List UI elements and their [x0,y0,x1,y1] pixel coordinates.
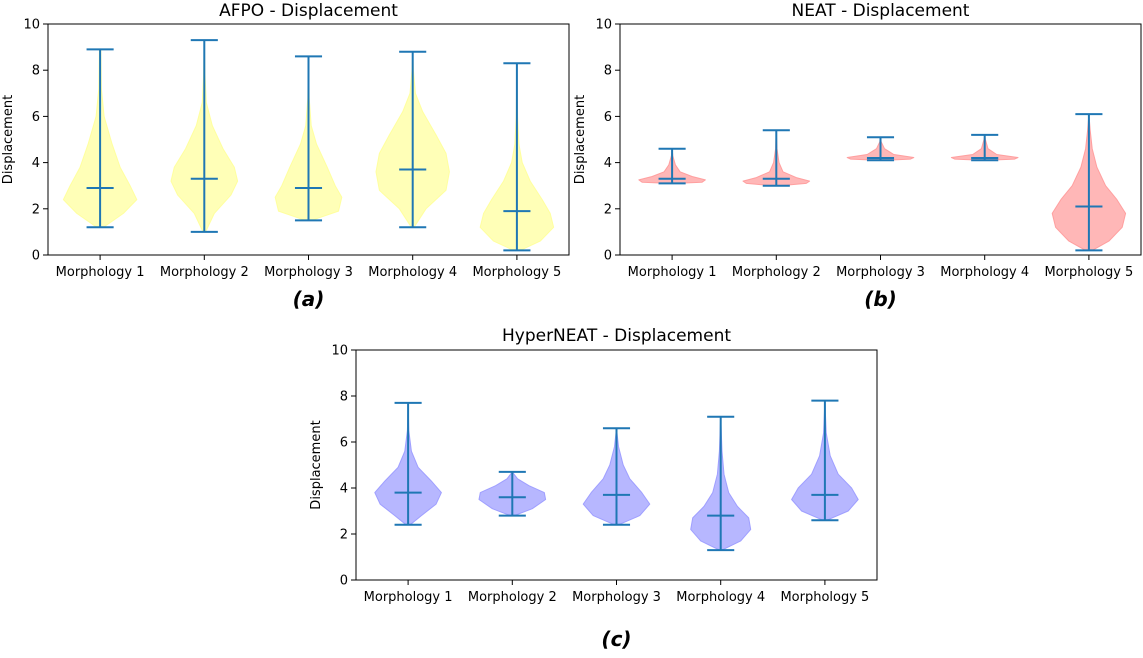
afpo-xtick-label-1: Morphology 1 [56,265,145,280]
hyperneat-axes-frame [355,349,878,581]
afpo-xtick-label-5: Morphology 5 [472,265,561,280]
afpo-ylabel: Displacement [1,95,16,184]
hyperneat-xtick-label-5: Morphology 5 [780,590,869,605]
neat-ytick-label: 10 [595,18,612,33]
neat-ytick-label: 2 [604,202,612,217]
afpo-violin-panel: AFPO - Displacement Displacement 0 2 4 6 8 10 Mo… [1,1,570,311]
afpo-ytick-label: 10 [23,18,40,33]
neat-violin-panel: NEAT - Displacement Displacement 0 2 4 6 8 10 Mo… [573,1,1142,311]
afpo-ytick-label: 0 [32,249,40,264]
hyperneat-xtick-label-4: Morphology 4 [676,590,765,605]
afpo-ytick-label: 8 [32,64,40,79]
neat-title: NEAT - Displacement [792,1,970,21]
neat-ylabel: Displacement [573,95,588,184]
afpo-ytick-label: 4 [32,156,40,171]
afpo-title: AFPO - Displacement [219,1,398,21]
neat-panel-label: (b) [864,287,897,311]
hyperneat-ylabel: Displacement [309,420,324,509]
hyperneat-xtick-label-1: Morphology 1 [364,590,453,605]
hyperneat-ytick-label: 6 [340,436,348,451]
hyperneat-ytick-label: 8 [340,390,348,405]
hyperneat-xtick-label-3: Morphology 3 [572,590,661,605]
neat-ytick-label: 8 [604,64,612,79]
hyperneat-ytick-label: 4 [340,482,348,497]
hyperneat-panel-label: (c) [601,627,631,651]
afpo-axes-frame [47,23,570,256]
hyperneat-title: HyperNEAT - Displacement [502,326,731,346]
hyperneat-violin-panel: HyperNEAT - Displacement Displacement 0 2 4 6… [309,326,878,651]
neat-axes-frame [619,23,1142,256]
neat-ytick-label: 4 [604,156,612,171]
neat-xtick-label-4: Morphology 4 [940,265,1029,280]
hyperneat-ytick-label: 2 [340,528,348,543]
afpo-ytick-label: 2 [32,202,40,217]
neat-xtick-label-2: Morphology 2 [732,265,821,280]
hyperneat-xtick-label-2: Morphology 2 [468,590,557,605]
afpo-xtick-label-2: Morphology 2 [160,265,249,280]
afpo-xtick-label-3: Morphology 3 [264,265,353,280]
neat-xtick-label-5: Morphology 5 [1044,265,1133,280]
afpo-ytick-label: 6 [32,110,40,125]
afpo-panel-label: (a) [293,287,325,311]
hyperneat-ytick-label: 0 [340,574,348,589]
neat-ytick-label: 6 [604,110,612,125]
afpo-xtick-label-4: Morphology 4 [368,265,457,280]
neat-xtick-label-1: Morphology 1 [628,265,717,280]
neat-ytick-label: 0 [604,249,612,264]
hyperneat-ytick-label: 10 [331,344,348,359]
neat-xtick-label-3: Morphology 3 [836,265,925,280]
